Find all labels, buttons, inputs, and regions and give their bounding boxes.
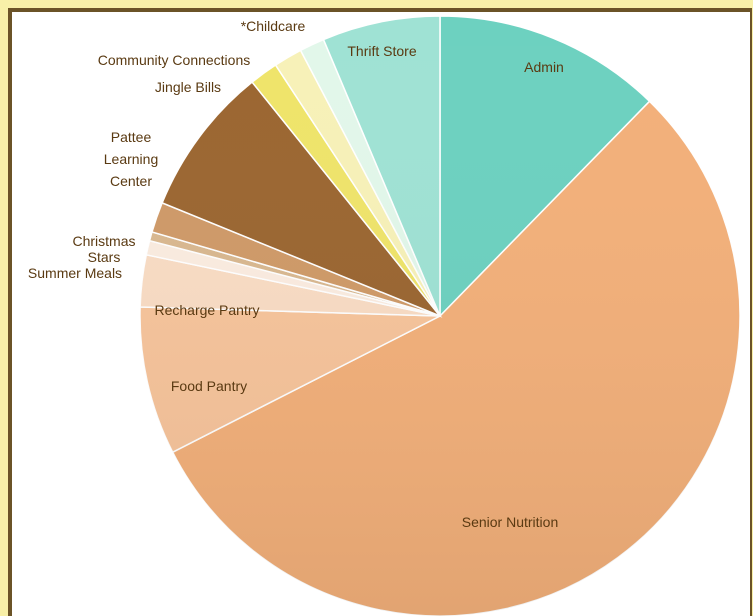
label-admin: Admin	[524, 59, 564, 75]
label-childcare: *Childcare	[241, 18, 306, 34]
label-jingle-bills: Jingle Bills	[155, 79, 221, 95]
label-food-pantry: Food Pantry	[171, 378, 247, 394]
label-summer-meals: Summer Meals	[28, 265, 122, 281]
label-senior-nutrition: Senior Nutrition	[462, 514, 559, 530]
label-recharge-pantry: Recharge Pantry	[154, 302, 259, 318]
label-pattee-learning-center: Pattee Learning Center	[104, 129, 159, 189]
label-community-connections: Community Connections	[98, 52, 251, 68]
label-christmas-stars: Christmas Stars	[72, 233, 135, 265]
label-thrift-store: Thrift Store	[347, 43, 416, 59]
